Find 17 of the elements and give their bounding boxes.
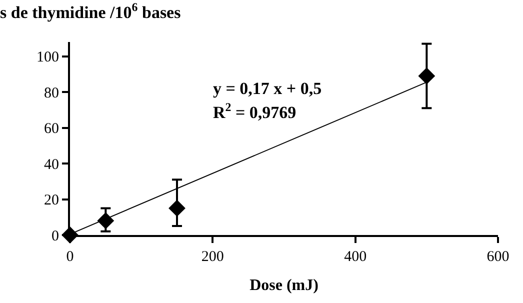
x-tick-label: 0 [66,249,74,265]
annotation: y = 0,17 x + 0,5 [213,79,322,98]
chart-title: s de thymidine /10$^{6}$ bases [0,0,182,22]
x-tick-label: 600 [486,249,510,265]
x-tick-label: 200 [201,249,224,265]
y-tick-label: 80 [44,85,59,102]
point [168,200,186,217]
annotation: R$^{2}$ = 0,9769 [213,100,296,122]
x-axis-title: Dose (mJ) [250,277,318,294]
y-tick-label: 100 [36,50,59,66]
y-tick-label: 40 [44,156,59,173]
y-tick-label: 60 [44,121,59,138]
x-tick-label: 400 [344,249,367,265]
point [418,68,436,84]
y-tick-label: 20 [44,192,59,209]
point [97,212,114,230]
y-tick-label: 0 [52,228,59,244]
